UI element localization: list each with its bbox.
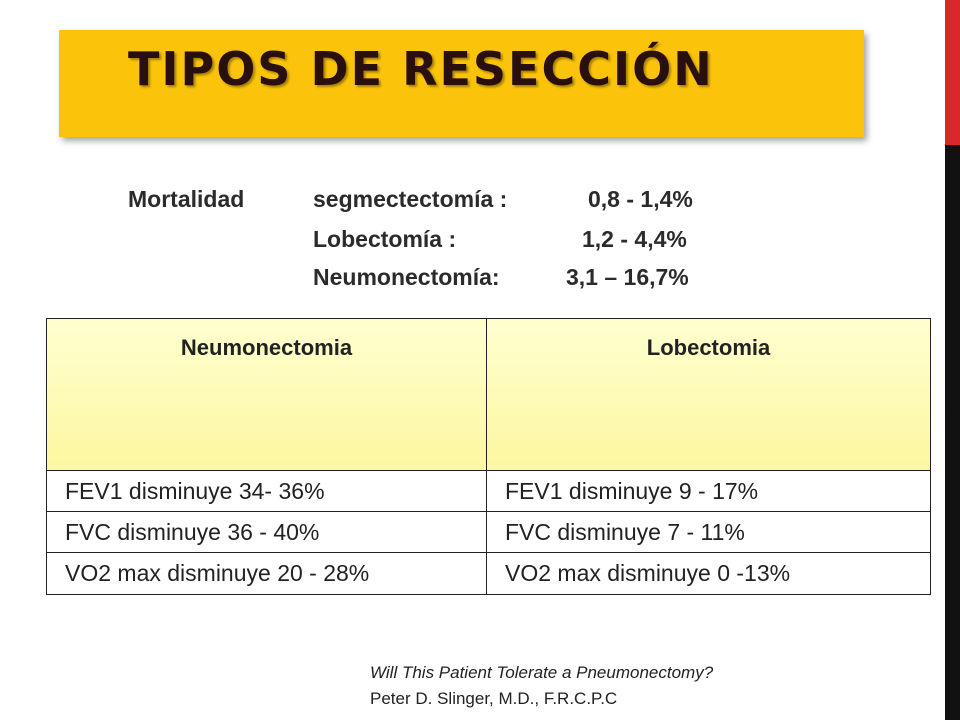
- cell-fvc-lobectomy: FVC disminuye 7 - 11%: [486, 511, 931, 554]
- comparison-table: Neumonectomia Lobectomia FEV1 disminuye …: [46, 318, 931, 595]
- cell-fvc-pneumonectomy: FVC disminuye 36 - 40%: [46, 511, 487, 554]
- table-row: VO2 max disminuye 20 - 28% VO2 max dismi…: [46, 552, 931, 595]
- mortality-label: Mortalidad: [128, 186, 245, 212]
- mortality-name-lobectomy: Lobectomía :: [313, 226, 457, 252]
- citation-title: Will This Patient Tolerate a Pneumonecto…: [370, 663, 714, 682]
- mortality-name-pneumonectomy: Neumonectomía:: [313, 264, 500, 290]
- slide-title: TIPOS DE RESECCIÓN: [128, 42, 714, 96]
- citation-author: Peter D. Slinger, M.D., F.R.C.P.C: [370, 689, 618, 708]
- table-row: FEV1 disminuye 34- 36% FEV1 disminuye 9 …: [46, 469, 931, 513]
- header-lobectomy: Lobectomia: [486, 318, 931, 471]
- table-row: FVC disminuye 36 - 40% FVC disminuye 7 -…: [46, 511, 931, 554]
- mortality-value-segmentectomy: 0,8 - 1,4%: [588, 186, 693, 212]
- mortality-name-segmentectomy: segmectectomía :: [313, 186, 508, 212]
- table-header-row: Neumonectomia Lobectomia: [46, 318, 931, 471]
- header-pneumonectomy: Neumonectomia: [46, 318, 487, 471]
- side-accent-bar: [945, 0, 960, 720]
- mortality-value-pneumonectomy: 3,1 – 16,7%: [566, 264, 689, 290]
- cell-vo2-lobectomy: VO2 max disminuye 0 -13%: [486, 552, 931, 595]
- mortality-value-lobectomy: 1,2 - 4,4%: [582, 226, 687, 252]
- cell-vo2-pneumonectomy: VO2 max disminuye 20 - 28%: [46, 552, 487, 595]
- side-accent-bar-red: [945, 0, 960, 145]
- title-banner: [59, 30, 864, 137]
- cell-fev1-pneumonectomy: FEV1 disminuye 34- 36%: [46, 469, 487, 513]
- cell-fev1-lobectomy: FEV1 disminuye 9 - 17%: [486, 469, 931, 513]
